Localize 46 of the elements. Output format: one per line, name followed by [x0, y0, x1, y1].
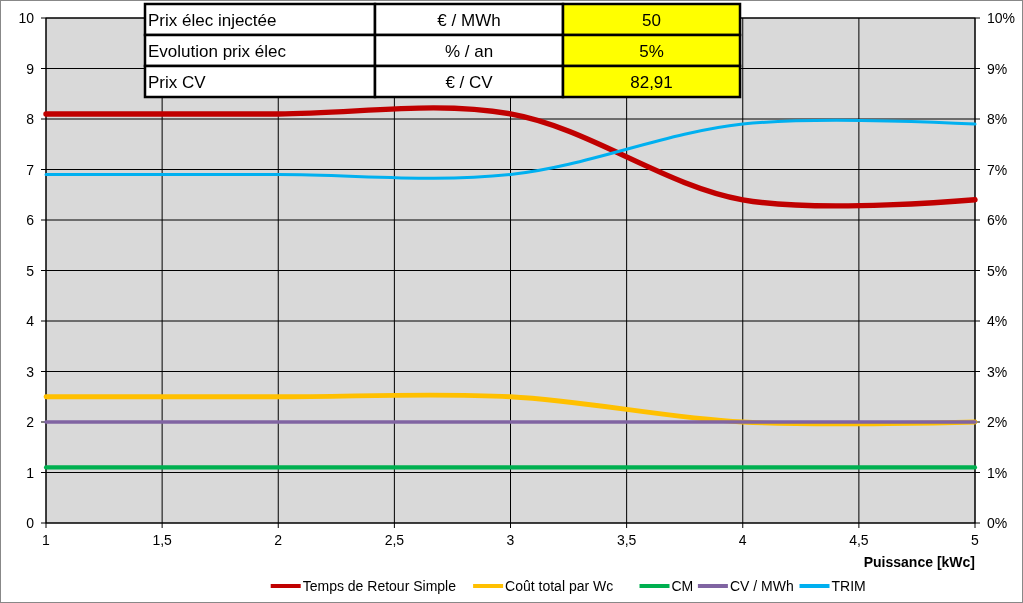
y-tick-label: 0 — [26, 515, 35, 531]
y2-tick-label: 4% — [987, 313, 1008, 329]
legend-label: CM — [671, 578, 694, 594]
annotation: Evolution prix élec — [148, 42, 287, 61]
x-tick-label: 3,5 — [616, 532, 637, 548]
y-tick-label: 10 — [18, 10, 35, 26]
x-tick-label: 1,5 — [152, 532, 173, 548]
legend-label: Temps de Retour Simple — [302, 578, 457, 594]
x-tick-label: 4,5 — [849, 532, 869, 548]
y2-tick-label: 3% — [987, 363, 1008, 380]
y-tick-label: 9 — [26, 60, 35, 77]
y-tick-label: 2 — [26, 414, 35, 430]
y-tick-label: 8 — [26, 111, 35, 127]
annotation: € / MWh — [437, 11, 501, 30]
y-tick-label: 7 — [26, 161, 35, 178]
y-tick-label: 4 — [26, 313, 35, 329]
annotation: € / CV — [445, 73, 494, 92]
x-tick-label: 5 — [971, 532, 980, 548]
annotation: % / an — [444, 42, 494, 61]
y-tick-label: 5 — [26, 262, 35, 279]
y-tick-label: 6 — [26, 212, 35, 228]
y2-tick-label: 5% — [987, 262, 1008, 279]
annotation: Prix élec injectée — [148, 11, 277, 30]
y2-tick-label: 9% — [987, 60, 1008, 77]
legend-label: Coût total par Wc — [505, 578, 614, 594]
x-axis-title: Puissance [kWc] — [863, 554, 975, 570]
annotation: 82,91 — [630, 73, 673, 92]
x-tick-label: 3 — [506, 532, 515, 548]
x-tick-label: 2 — [274, 532, 283, 548]
x-tick-label: 4 — [738, 532, 747, 548]
annotation: 50 — [642, 11, 661, 30]
legend-label: TRIM — [831, 578, 866, 594]
y2-tick-label: 7% — [987, 161, 1008, 178]
y2-tick-label: 2% — [987, 414, 1008, 430]
x-tick-label: 1 — [42, 532, 51, 548]
annotation: 5% — [639, 42, 664, 61]
y2-tick-label: 6% — [987, 212, 1008, 228]
y-tick-label: 3 — [26, 363, 35, 380]
y2-tick-label: 8% — [987, 111, 1008, 127]
y2-tick-label: 0% — [987, 515, 1008, 531]
annotation: Prix CV — [148, 73, 207, 92]
x-tick-label: 2,5 — [384, 532, 405, 548]
y-tick-label: 1 — [26, 464, 35, 481]
y2-tick-label: 10% — [987, 10, 1016, 26]
y2-tick-label: 1% — [987, 464, 1008, 481]
legend-label: CV / MWh — [729, 578, 794, 594]
